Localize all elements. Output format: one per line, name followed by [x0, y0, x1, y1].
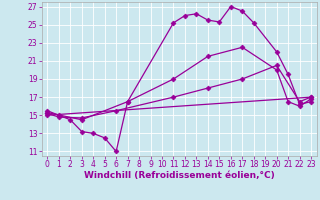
X-axis label: Windchill (Refroidissement éolien,°C): Windchill (Refroidissement éolien,°C): [84, 171, 275, 180]
